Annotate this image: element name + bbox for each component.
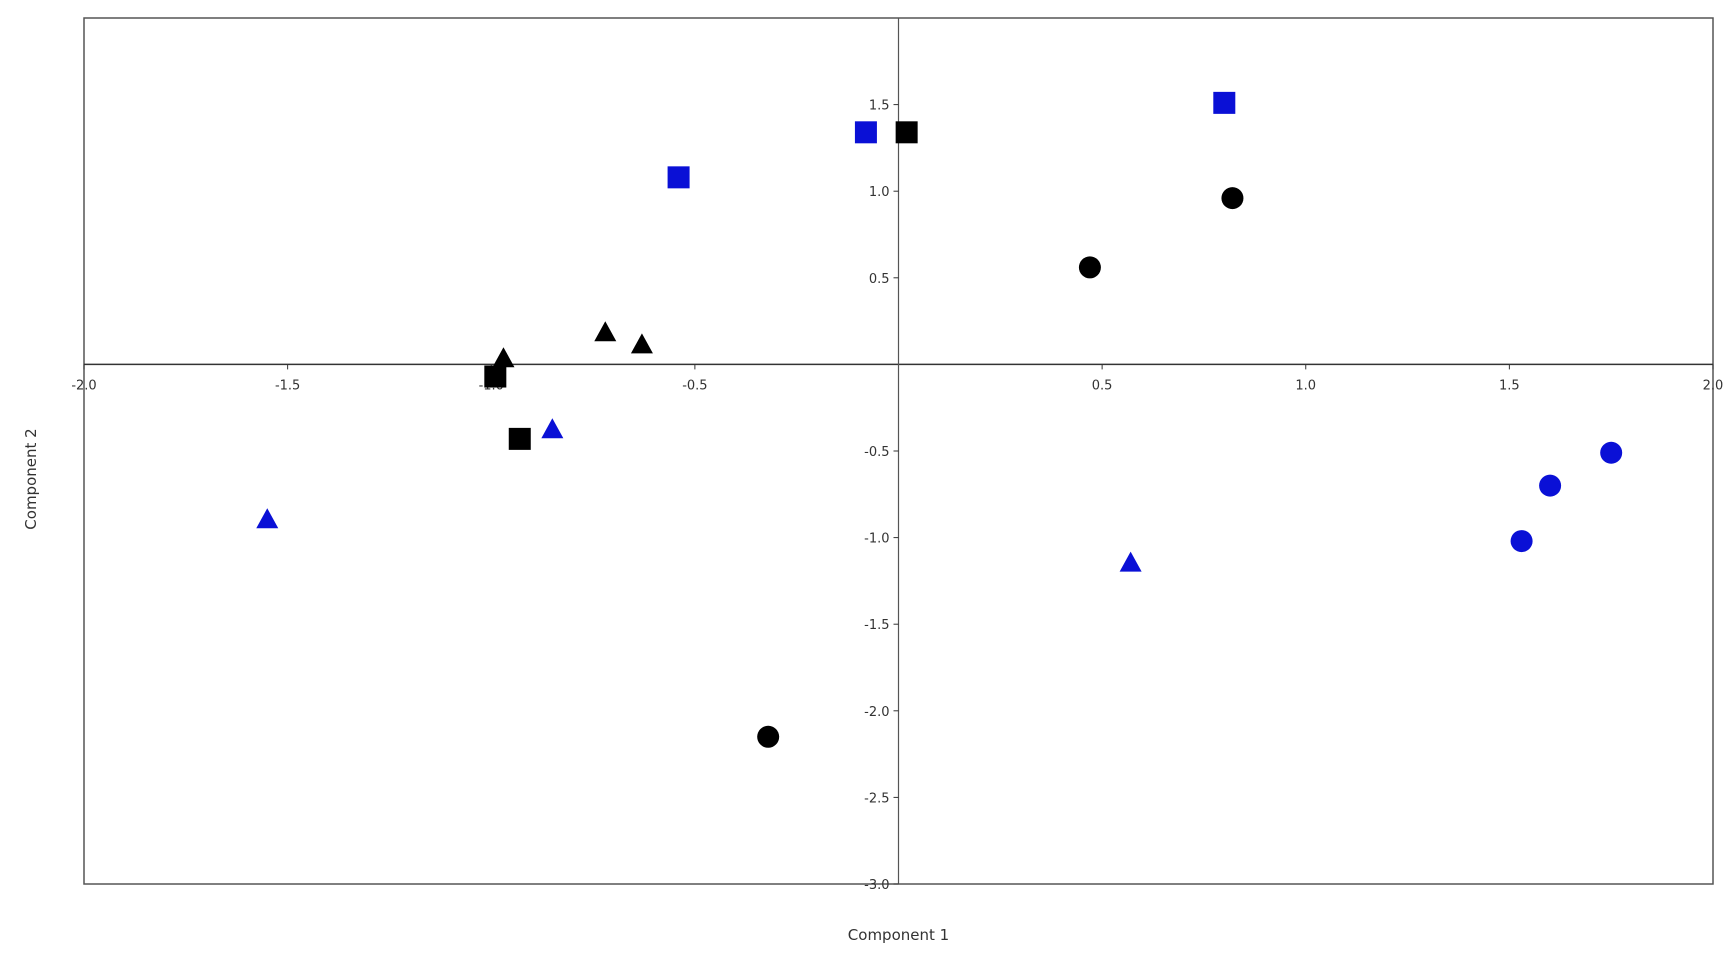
blue-square-point: [1213, 91, 1236, 114]
y-tick-label: 1.5: [869, 99, 890, 114]
y-axis-title: Component 2: [22, 428, 40, 529]
blue-circle-point: [1539, 474, 1562, 497]
black-triangle-point: [492, 347, 515, 368]
x-tick-label: 1.5: [1499, 378, 1520, 393]
blue-triangle-point: [1119, 551, 1142, 572]
x-tick-label: -1.5: [275, 378, 300, 393]
x-tick-label: 0.5: [1092, 378, 1113, 393]
y-tick-label: 1.0: [869, 185, 890, 200]
blue-circle-point: [1600, 441, 1623, 464]
blue-square-point: [667, 166, 690, 189]
y-tick-label: -2.0: [864, 705, 889, 720]
y-tick-label: -2.5: [864, 791, 889, 806]
x-tick-label: 2.0: [1703, 378, 1724, 393]
x-tick-label: -0.5: [682, 378, 707, 393]
black-square-point: [508, 427, 531, 450]
blue-circle-point: [1510, 530, 1533, 553]
x-tick-label: 1.0: [1295, 378, 1316, 393]
x-axis-title: Component 1: [848, 926, 949, 944]
black-circle-point: [757, 725, 780, 748]
black-circle-point: [1078, 256, 1101, 279]
blue-triangle-point: [541, 418, 564, 439]
black-circle-point: [1221, 187, 1244, 210]
black-triangle-point: [594, 321, 617, 342]
blue-square-point: [854, 121, 877, 144]
x-tick-label: -2.0: [71, 378, 96, 393]
black-square-point: [895, 121, 918, 144]
data-points: [256, 91, 1623, 748]
black-triangle-point: [630, 333, 653, 354]
y-tick-label: -0.5: [864, 445, 889, 460]
y-axis-ticks: 1.5 1.0 0.5 -0.5 -1.0 -1.5 -2.0 -2.5 -3.0: [864, 99, 899, 893]
y-tick-label: -3.0: [864, 878, 889, 893]
y-tick-label: -1.5: [864, 618, 889, 633]
blue-triangle-point: [256, 508, 279, 529]
y-tick-label: -1.0: [864, 532, 889, 547]
black-square-point: [484, 365, 507, 388]
y-tick-label: 0.5: [869, 272, 890, 287]
